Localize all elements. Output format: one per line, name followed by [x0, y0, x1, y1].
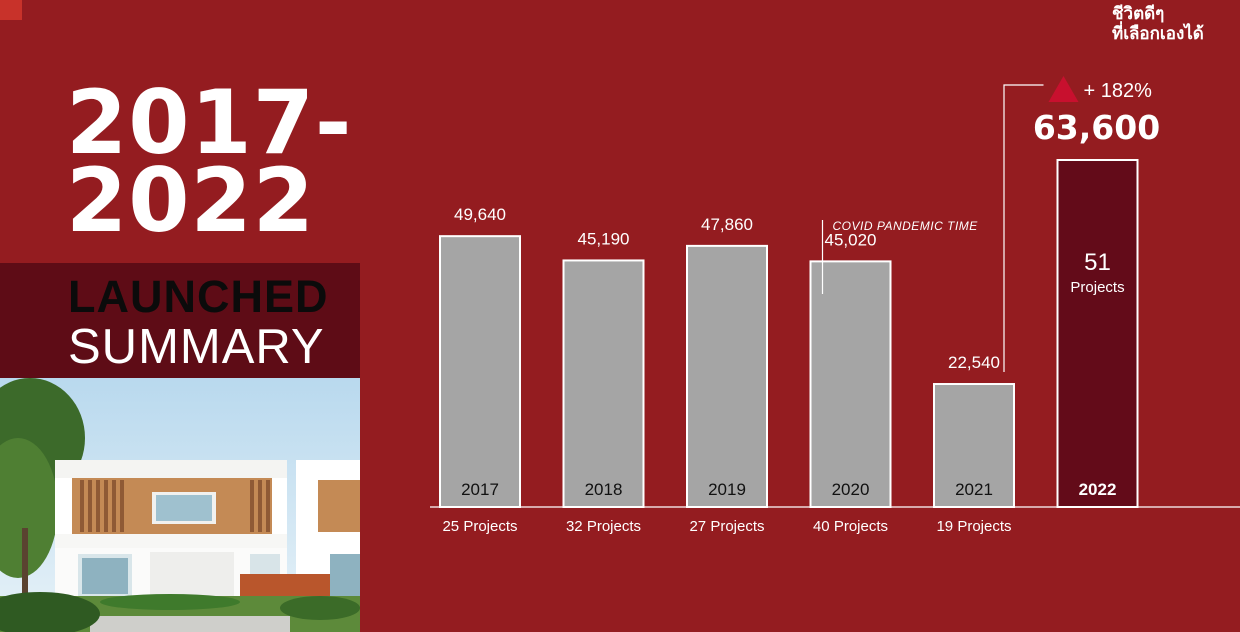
highlight-project-label: Projects	[1070, 279, 1124, 296]
growth-up-arrow-icon	[1048, 76, 1079, 102]
bar-2018	[562, 259, 645, 508]
bar-2022	[1056, 159, 1139, 508]
growth-percent: + 182%	[1084, 80, 1153, 102]
year-label-2021: 2021	[955, 480, 993, 499]
highlight-project-count: 51	[1084, 249, 1111, 276]
value-label-2018: 45,190	[578, 229, 630, 248]
brand-logo: ชีวิตดีๆ ที่เลือกเองได้	[1112, 4, 1236, 44]
value-label-2017: 49,640	[454, 205, 506, 224]
year-label-2022: 2022	[1079, 480, 1117, 499]
house-illustration	[0, 378, 360, 632]
headline-band	[0, 263, 360, 378]
value-label-2019: 47,860	[701, 215, 753, 234]
house-photo	[0, 378, 360, 632]
headline-summary: SUMMARY	[68, 320, 325, 374]
brand-logo-line1: ชีวิตดีๆ	[1112, 4, 1165, 24]
covid-annotation: COVID PANDEMIC TIME	[833, 219, 979, 233]
value-label-2020: 45,020	[825, 230, 877, 249]
headline-launched: LAUNCHED	[68, 271, 329, 322]
project-count-2019: 27 Projects	[689, 518, 764, 535]
year-label-2018: 2018	[585, 480, 623, 499]
year-label-2020: 2020	[832, 480, 870, 499]
bar-2021	[933, 383, 1015, 509]
bar-2017	[439, 235, 521, 508]
project-count-2018: 32 Projects	[566, 518, 641, 535]
year-label-2019: 2019	[708, 480, 746, 499]
corner-mark	[0, 0, 22, 20]
project-count-2021: 19 Projects	[936, 518, 1011, 535]
project-count-2017: 25 Projects	[442, 518, 517, 535]
growth-callout-line	[1003, 84, 1044, 373]
brand-logo-line2: ที่เลือกเองได้	[1112, 24, 1204, 44]
highlight-value-label: 63,600	[1033, 108, 1160, 147]
project-count-2020: 40 Projects	[813, 518, 888, 535]
headline-years: 2017- 2022	[66, 71, 353, 252]
bar-2020	[809, 260, 892, 508]
bar-2019	[686, 244, 768, 508]
value-label-2021: 22,540	[948, 353, 1000, 372]
year-label-2017: 2017	[461, 480, 499, 499]
